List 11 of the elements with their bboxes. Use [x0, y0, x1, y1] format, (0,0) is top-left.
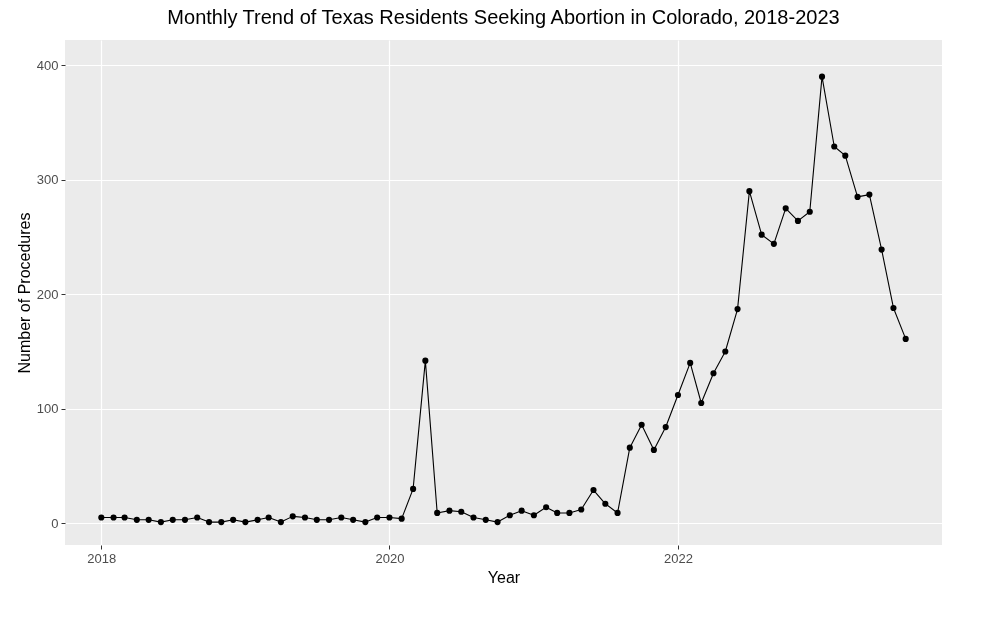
chart-title: Monthly Trend of Texas Residents Seeking Abortion in Colorado, 2018-2023: [167, 6, 840, 28]
x-tick-label: 2020: [375, 550, 405, 566]
y-tick-label: 0: [51, 515, 59, 531]
y-tick-label: 400: [36, 57, 59, 73]
y-tick-label: 300: [36, 172, 59, 188]
x-tick-label: 2018: [87, 550, 117, 566]
x-axis-title: Year: [487, 568, 521, 586]
y-axis-title: Number of Procedures: [15, 212, 33, 374]
x-tick-label: 2022: [663, 550, 693, 566]
y-tick-label: 200: [36, 286, 59, 302]
y-tick-label: 100: [36, 401, 59, 417]
